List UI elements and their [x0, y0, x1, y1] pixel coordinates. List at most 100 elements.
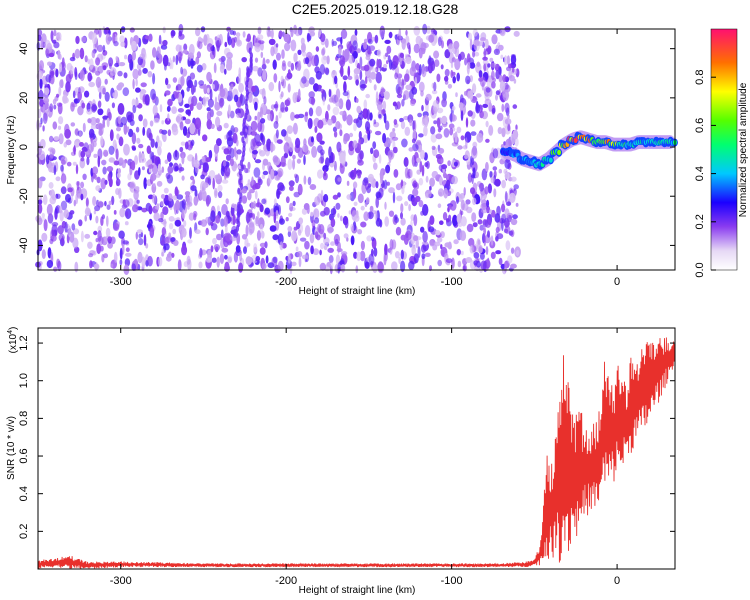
noise-speck	[251, 176, 254, 187]
noise-speck	[104, 200, 107, 207]
noise-speck	[211, 257, 217, 263]
noise-speck	[500, 263, 506, 270]
noise-speck	[162, 206, 169, 216]
noise-speck	[490, 177, 495, 184]
noise-speck	[241, 234, 248, 240]
noise-speck	[460, 110, 464, 122]
noise-speck	[84, 233, 91, 239]
noise-speck	[363, 64, 370, 72]
noise-speck	[316, 132, 323, 143]
noise-speck	[472, 83, 477, 94]
noise-speck	[322, 165, 329, 172]
noise-speck	[364, 202, 368, 207]
noise-speck	[95, 76, 102, 88]
noise-speck	[205, 257, 212, 263]
noise-speck	[346, 194, 352, 200]
noise-speck	[61, 236, 64, 247]
noise-speck	[96, 176, 101, 184]
noise-speck	[363, 211, 370, 221]
spectrogram-frame	[37, 28, 676, 271]
noise-speck	[146, 160, 152, 165]
noise-speck	[116, 172, 121, 178]
noise-speck	[112, 223, 120, 231]
noise-speck	[292, 154, 296, 160]
noise-speck	[234, 94, 239, 103]
noise-speck	[397, 76, 401, 86]
noise-speck	[70, 101, 75, 112]
noise-speck	[181, 154, 185, 165]
noise-speck	[310, 245, 314, 255]
noise-speck	[484, 38, 489, 49]
noise-speck	[510, 229, 515, 238]
noise-speck	[417, 112, 422, 118]
noise-speck	[88, 128, 95, 138]
noise-speck	[401, 138, 408, 148]
noise-speck	[323, 232, 327, 240]
noise-speck	[308, 91, 315, 99]
noise-speck	[379, 29, 385, 39]
noise-speck	[115, 56, 119, 62]
noise-speck	[323, 244, 328, 251]
noise-speck	[400, 260, 406, 273]
noise-speck	[453, 40, 460, 50]
noise-speck	[216, 233, 223, 241]
noise-speck	[67, 187, 73, 193]
noise-speck	[413, 214, 418, 227]
noise-speck	[182, 49, 188, 54]
noise-speck	[188, 43, 195, 56]
noise-speck	[429, 239, 434, 247]
noise-speck	[96, 243, 102, 255]
snr-xlabel: Height of straight line (km)	[299, 585, 416, 596]
noise-speck	[460, 250, 464, 256]
noise-speck	[125, 247, 130, 252]
noise-speck	[308, 26, 315, 33]
noise-speck	[284, 106, 289, 112]
noise-speck	[485, 138, 490, 143]
noise-speck	[268, 38, 276, 46]
noise-speck	[105, 33, 111, 45]
noise-speck	[138, 114, 143, 122]
noise-speck	[183, 220, 187, 227]
noise-speck	[323, 206, 330, 216]
noise-speck	[171, 252, 175, 258]
noise-speck	[48, 182, 54, 189]
noise-speck	[163, 187, 169, 194]
noise-speck	[498, 168, 502, 174]
colorbar-tick-label: 0.8	[694, 70, 706, 85]
noise-speck	[268, 81, 275, 92]
noise-speck	[470, 119, 476, 127]
noise-speck	[242, 31, 246, 38]
noise-speck	[320, 152, 324, 164]
noise-speck	[276, 139, 283, 145]
noise-streak	[241, 136, 245, 144]
noise-speck	[417, 144, 423, 153]
noise-speck	[470, 147, 478, 159]
noise-speck	[443, 28, 450, 35]
noise-speck	[431, 170, 439, 179]
noise-speck	[491, 70, 495, 81]
noise-speck	[203, 34, 208, 46]
noise-speck	[413, 253, 419, 264]
noise-speck	[490, 62, 497, 68]
noise-speck	[262, 57, 266, 70]
noise-speck	[173, 150, 180, 161]
noise-speck	[378, 154, 382, 164]
noise-speck	[58, 62, 63, 73]
noise-speck	[252, 200, 257, 210]
noise-speck	[117, 115, 122, 125]
noise-speck	[280, 155, 286, 167]
noise-speck	[201, 190, 207, 202]
noise-speck	[257, 40, 265, 45]
noise-speck	[480, 193, 483, 204]
noise-speck	[504, 225, 511, 234]
noise-speck	[496, 205, 501, 216]
noise-speck	[507, 114, 510, 119]
noise-speck	[384, 39, 391, 45]
noise-speck	[291, 261, 297, 267]
noise-speck	[180, 66, 184, 75]
noise-speck	[236, 112, 242, 118]
noise-speck	[97, 155, 101, 168]
noise-speck	[241, 195, 248, 204]
noise-speck	[404, 53, 409, 59]
noise-speck	[254, 190, 258, 200]
